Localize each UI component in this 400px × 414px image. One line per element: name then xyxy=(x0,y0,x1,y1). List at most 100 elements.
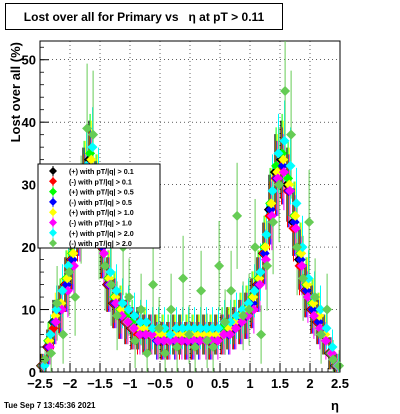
legend-label: (-) with pT/|q| > 1.0 xyxy=(69,219,132,228)
data-point xyxy=(44,335,55,346)
y-axis-label: Lost over all (%) xyxy=(8,42,23,142)
data-point xyxy=(68,248,79,259)
data-point xyxy=(297,242,308,253)
data-point xyxy=(268,217,279,228)
data-point xyxy=(206,329,217,340)
data-point xyxy=(316,329,327,340)
data-point xyxy=(220,317,231,328)
data-point xyxy=(110,292,121,303)
data-point xyxy=(45,329,56,340)
data-point xyxy=(116,304,127,315)
data-point xyxy=(40,354,51,365)
data-point xyxy=(307,304,318,315)
data-point xyxy=(188,335,199,346)
data-point xyxy=(230,323,241,334)
data-point xyxy=(278,167,289,178)
data-point xyxy=(158,335,169,346)
data-point xyxy=(52,298,63,309)
data-point xyxy=(260,242,271,253)
y-tick-label: 50 xyxy=(22,53,36,68)
data-point xyxy=(148,279,159,290)
x-tick-label: −1.5 xyxy=(87,376,113,391)
data-point xyxy=(194,329,205,340)
data-point xyxy=(194,335,205,346)
y-tick-label: 30 xyxy=(22,178,36,193)
data-point xyxy=(212,335,223,346)
data-point xyxy=(195,323,206,334)
data-point xyxy=(279,135,290,146)
data-point xyxy=(140,329,151,340)
data-point xyxy=(178,273,189,284)
data-point xyxy=(304,217,315,228)
data-point xyxy=(46,348,57,359)
data-point xyxy=(141,317,152,328)
data-point xyxy=(158,329,169,340)
data-point xyxy=(70,292,81,303)
data-point xyxy=(266,198,277,209)
data-point xyxy=(266,210,277,221)
legend-label: (-) with pT/|q| > 0.5 xyxy=(69,198,132,207)
data-point xyxy=(147,323,158,334)
x-tick-label: 2.5 xyxy=(331,376,349,391)
data-point xyxy=(111,285,122,296)
data-point xyxy=(189,323,200,334)
data-point xyxy=(130,335,141,346)
data-point xyxy=(226,285,237,296)
data-point xyxy=(134,329,145,340)
data-point xyxy=(314,310,325,321)
x-tick-label: −2 xyxy=(63,376,78,391)
legend-label: (+) with pT/|q| > 2.0 xyxy=(69,229,134,238)
data-point xyxy=(123,304,134,315)
legend-label: (+) with pT/|q| > 0.1 xyxy=(69,167,134,176)
data-point xyxy=(61,279,72,290)
x-axis-label: η xyxy=(331,398,339,413)
data-point xyxy=(261,229,272,240)
data-point xyxy=(140,323,151,334)
data-point xyxy=(64,267,75,278)
data-point xyxy=(142,348,153,359)
data-point xyxy=(177,323,188,334)
data-point xyxy=(284,179,295,190)
data-point xyxy=(207,323,218,334)
data-point xyxy=(308,310,319,321)
data-point xyxy=(68,260,79,271)
data-point xyxy=(62,285,73,296)
y-tick-labels: 0 10 20 30 40 50 xyxy=(22,53,36,380)
data-point xyxy=(224,329,235,340)
data-point xyxy=(302,279,313,290)
data-point xyxy=(237,304,248,315)
data-point xyxy=(56,304,67,315)
data-point xyxy=(272,167,283,178)
data-point xyxy=(106,279,117,290)
data-point xyxy=(176,329,187,340)
data-point xyxy=(292,242,303,253)
data-point xyxy=(232,210,243,221)
data-point xyxy=(260,254,271,265)
data-point xyxy=(285,160,296,171)
data-point xyxy=(283,173,294,184)
data-point xyxy=(314,323,325,334)
data-point xyxy=(128,323,139,334)
y-tick-label: 40 xyxy=(22,115,36,130)
data-point xyxy=(290,210,301,221)
y-tick-label: 0 xyxy=(29,365,36,380)
data-point xyxy=(259,248,270,259)
data-point xyxy=(112,310,123,321)
y-tick-label: 20 xyxy=(22,240,36,255)
timestamp: Tue Sep 7 13:45:36 2021 xyxy=(4,401,96,410)
data-point xyxy=(100,260,111,271)
data-point xyxy=(124,292,135,303)
data-point xyxy=(271,160,282,171)
x-tick-label: −0.5 xyxy=(147,376,173,391)
x-tick-label: 2 xyxy=(306,376,313,391)
data-point xyxy=(136,304,147,315)
data-point xyxy=(50,317,61,328)
data-point xyxy=(284,185,295,196)
data-point xyxy=(231,310,242,321)
data-point xyxy=(214,260,225,271)
data-point xyxy=(182,335,193,346)
data-point xyxy=(296,248,307,259)
data-point xyxy=(273,148,284,159)
data-point xyxy=(50,310,61,321)
data-point xyxy=(129,310,140,321)
